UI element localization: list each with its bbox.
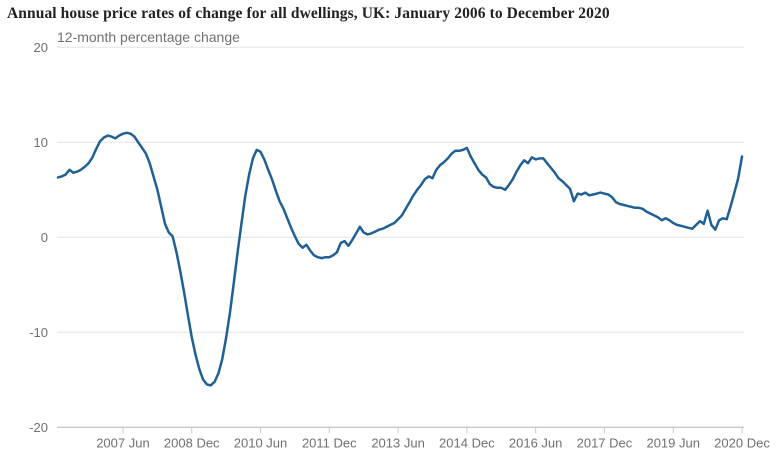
chart-subtitle: 12-month percentage change — [57, 29, 240, 45]
x-tick-label: 2007 Jun — [96, 435, 150, 450]
y-tick-label: 0 — [41, 230, 48, 245]
x-tick-label: 2011 Dec — [302, 435, 357, 450]
data-series-line — [56, 131, 744, 387]
x-tick-label: 2014 Dec — [439, 435, 495, 450]
x-tick-label: 2008 Dec — [164, 435, 220, 450]
x-tick-label: 2017 Dec — [577, 435, 633, 450]
y-tick-label: -20 — [29, 420, 48, 435]
y-tick-label: 10 — [34, 135, 48, 150]
y-tick-label: 20 — [34, 40, 48, 55]
y-tick-label: -10 — [29, 325, 48, 340]
page-title: Annual house price rates of change for a… — [7, 5, 610, 22]
x-tick-label: 2016 Jun — [509, 435, 563, 450]
x-tick-label: 2020 Dec — [714, 435, 770, 450]
x-tick-label: 2010 Jun — [234, 435, 288, 450]
x-tick-label: 2013 Jun — [371, 435, 425, 450]
x-tick-label: 2019 Jun — [646, 435, 700, 450]
